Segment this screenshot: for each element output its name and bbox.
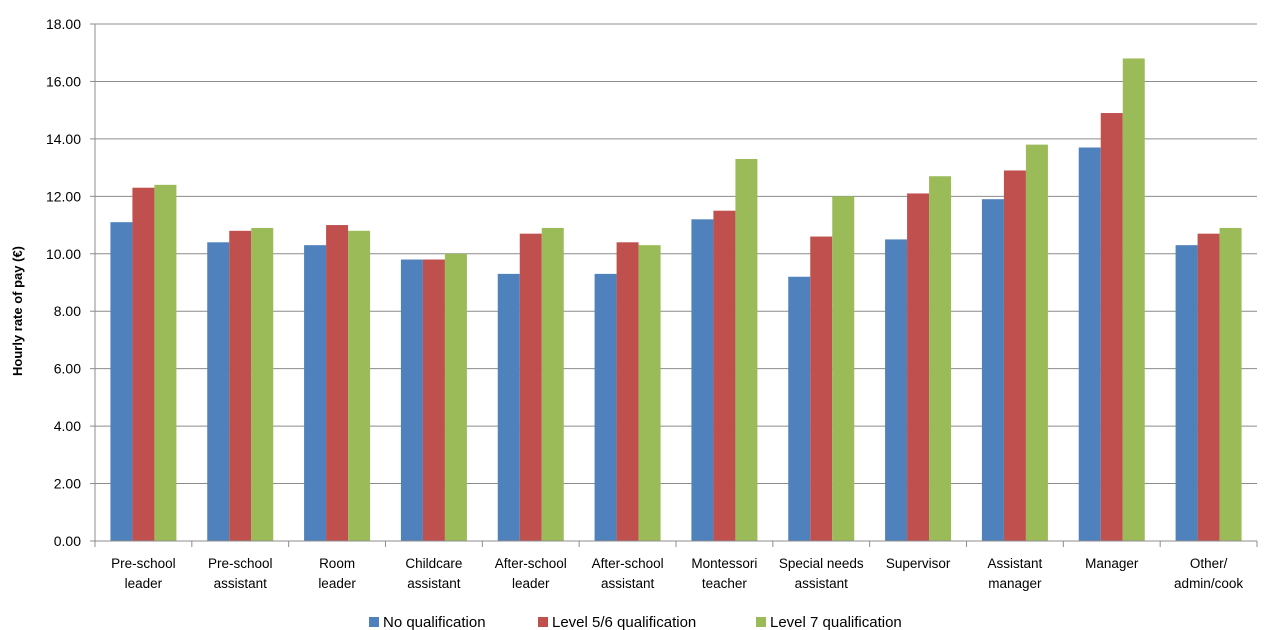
bar — [885, 239, 908, 541]
legend-swatch — [538, 617, 548, 627]
bar — [154, 184, 177, 541]
y-tick-label: 12.00 — [46, 188, 81, 204]
y-tick-label: 6.00 — [54, 361, 81, 377]
y-tick-label: 4.00 — [54, 418, 81, 434]
x-tick-label: Childcare assistant — [405, 556, 462, 591]
x-tick-label: Special needs assistant — [779, 556, 864, 591]
bar — [207, 242, 230, 542]
bar — [348, 230, 371, 542]
bar — [304, 245, 327, 541]
bar — [444, 253, 467, 541]
legend-item: No qualification — [369, 614, 486, 630]
x-tick-label: Supervisor — [886, 556, 951, 571]
y-tick-labels: 0.00 2.00 4.00 6.00 8.00 10.00 12.00 14.00 16.00… — [46, 16, 81, 549]
y-tick-label: 14.00 — [46, 131, 81, 147]
legend: No qualification Level 5/6 qualification L… — [369, 614, 902, 630]
bar — [1219, 227, 1242, 541]
legend-label: No qualification — [383, 614, 486, 630]
x-tick-label: Montessori teacher — [691, 556, 757, 591]
y-tick-label: 2.00 — [54, 476, 81, 492]
bar — [1025, 144, 1048, 541]
bar — [713, 210, 736, 541]
y-tick-label: 16.00 — [46, 73, 81, 89]
bar — [229, 230, 252, 542]
bar — [594, 273, 617, 541]
y-tick-label: 8.00 — [54, 303, 81, 319]
legend-swatch — [369, 617, 379, 627]
axes — [90, 23, 1258, 547]
bar — [400, 259, 423, 541]
bar — [326, 225, 349, 542]
x-tick-label: Assistant manager — [988, 556, 1043, 591]
x-tick-label: Other/admin/cook — [1174, 556, 1243, 591]
bar — [638, 245, 661, 541]
bar — [691, 219, 714, 542]
bar — [616, 242, 639, 542]
gridlines — [95, 23, 1257, 485]
x-tick-label: Room leader — [318, 556, 356, 591]
x-tick-labels: Pre-school leader Pre-school assistant Room l… — [111, 556, 1243, 591]
y-tick-label: 18.00 — [46, 16, 81, 32]
legend-item: Level 5/6 qualification — [538, 614, 696, 630]
bar — [541, 227, 564, 541]
y-tick-label: 10.00 — [46, 246, 81, 262]
bar — [1175, 245, 1198, 541]
bar — [497, 273, 520, 541]
bar — [788, 276, 811, 541]
legend-label: Level 5/6 qualification — [552, 614, 696, 630]
bar — [1197, 233, 1220, 541]
bar — [1100, 113, 1123, 542]
bar — [981, 199, 1004, 541]
bar — [422, 259, 445, 541]
bar — [251, 227, 274, 541]
x-tick-label: Pre-school leader — [111, 556, 176, 591]
bar — [907, 193, 930, 541]
y-axis-title: Hourly rate of pay (€) — [10, 246, 25, 376]
bar — [519, 233, 542, 541]
x-tick-label: After-school assistant — [592, 556, 664, 591]
legend-label: Level 7 qualification — [770, 614, 902, 630]
legend-item: Level 7 qualification — [756, 614, 902, 630]
x-tick-label: Manager — [1085, 556, 1139, 571]
bar — [1003, 170, 1026, 541]
bar — [735, 158, 758, 541]
bar — [832, 196, 855, 542]
bar — [1078, 147, 1101, 541]
bar — [810, 236, 833, 542]
bar — [1122, 58, 1145, 541]
x-tick-label: After-school leader — [495, 556, 567, 591]
legend-swatch — [756, 617, 766, 627]
bar — [110, 222, 133, 541]
bar — [929, 176, 952, 541]
x-tick-label: Pre-school assistant — [208, 556, 273, 591]
bar — [132, 187, 155, 541]
y-tick-label: 0.00 — [54, 533, 81, 549]
bars — [110, 58, 1242, 542]
